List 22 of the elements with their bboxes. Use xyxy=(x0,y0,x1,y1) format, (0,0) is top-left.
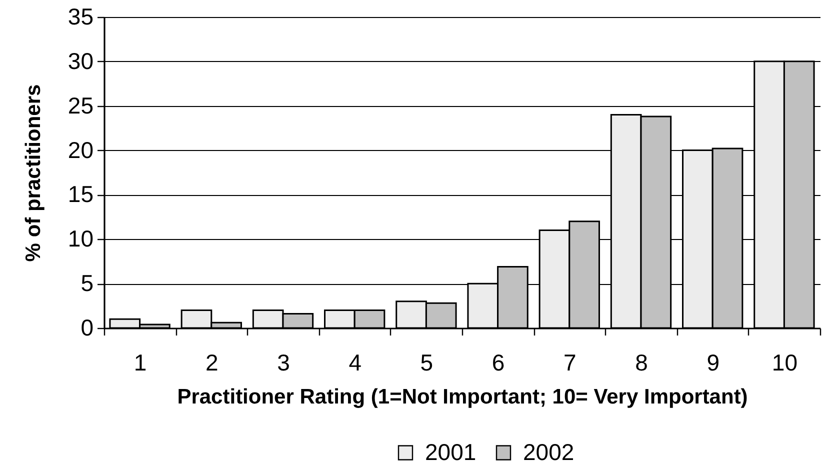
y-tick-label: 15 xyxy=(68,181,94,208)
x-tick-label: 6 xyxy=(492,350,505,376)
x-tick-label: 3 xyxy=(277,350,290,376)
y-tick-label: 5 xyxy=(80,270,94,296)
x-tick-label: 4 xyxy=(348,350,362,376)
x-tick-label: 7 xyxy=(564,350,576,376)
y-tick-label: 25 xyxy=(68,92,94,118)
y-tick-label: 0 xyxy=(80,314,94,340)
x-tick-label: 5 xyxy=(420,350,434,376)
x-tick-label: 10 xyxy=(772,350,798,376)
y-tick-label: 30 xyxy=(68,48,94,74)
x-tick-label: 9 xyxy=(706,350,720,376)
x-axis-title: Practitioner Rating (1=Not Important; 10= Very Important) xyxy=(177,386,748,408)
y-axis-title: % of practitioners xyxy=(22,84,45,262)
y-tick-label: 20 xyxy=(68,136,94,163)
legend-label: 2001 xyxy=(425,438,476,465)
x-tick-label: 2 xyxy=(206,350,218,376)
y-tick-label: 35 xyxy=(68,4,94,30)
legend-label: 2002 xyxy=(523,438,574,465)
x-tick-label: 8 xyxy=(635,350,648,376)
x-tick-label: 1 xyxy=(134,350,147,376)
y-tick-label: 10 xyxy=(68,226,94,252)
